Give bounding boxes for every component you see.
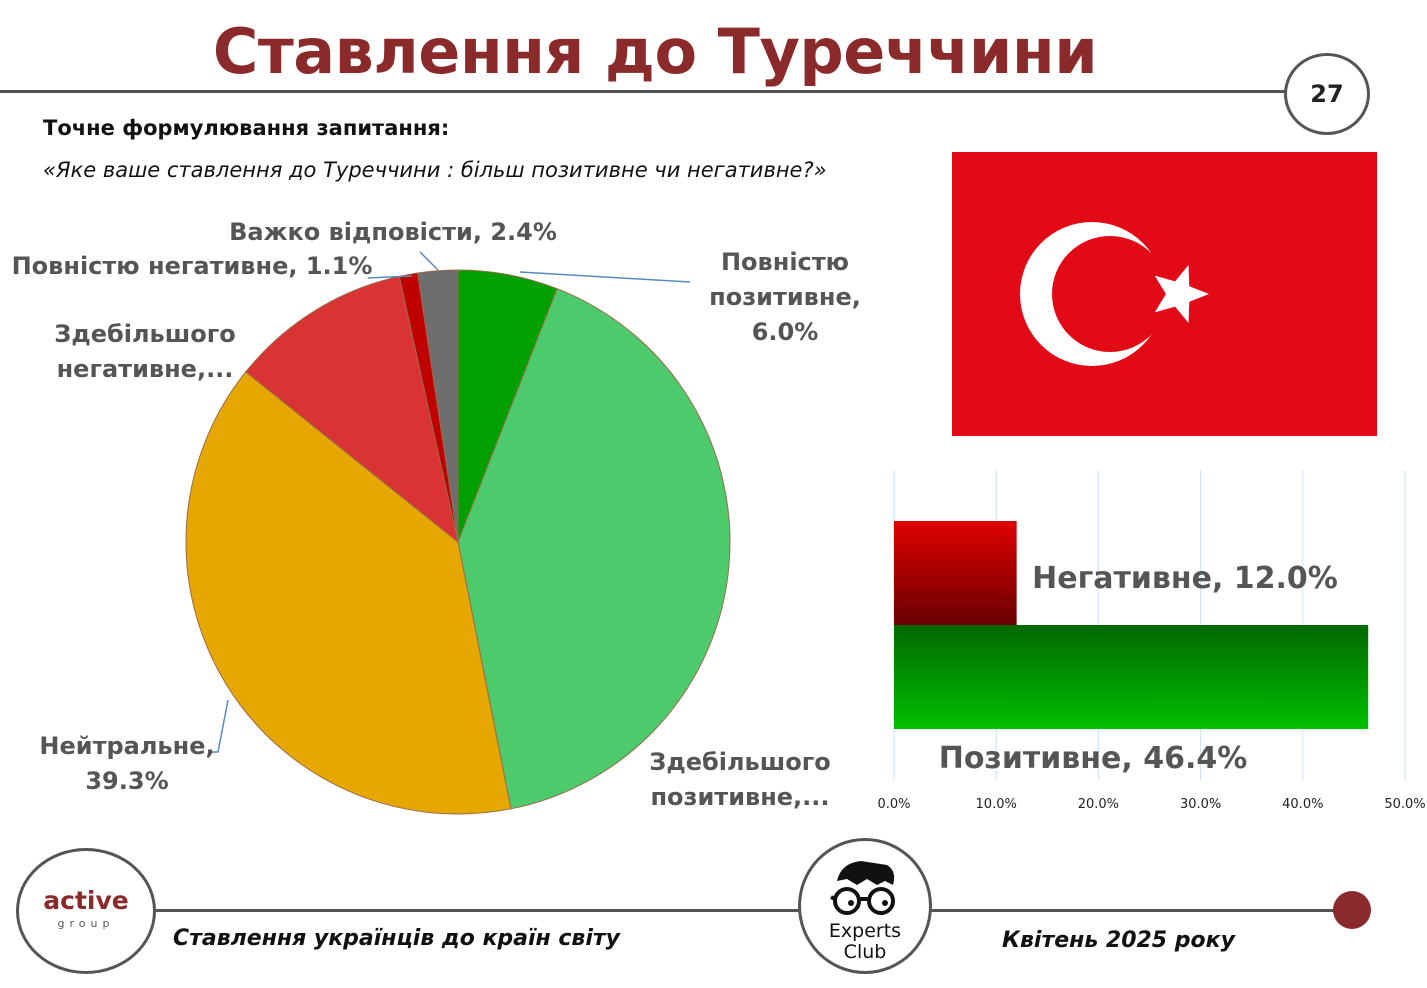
bar-data-label: Негативне, 12.0% bbox=[1032, 561, 1338, 596]
bar-axis-tick-label: 10.0% bbox=[976, 797, 1017, 812]
logo-sub: group bbox=[57, 917, 115, 930]
pie-leader-line bbox=[419, 251, 439, 271]
page-number: 27 bbox=[1310, 80, 1344, 108]
pie-slice-label: Здебільшого негативне,... bbox=[54, 320, 235, 383]
experts-club-logo: Experts Club bbox=[798, 838, 932, 974]
experts-club-text: Experts Club bbox=[801, 921, 929, 963]
bar-data-label: Позитивне, 46.4% bbox=[939, 741, 1248, 776]
pie-slice-label: Повністю позитивне, 6.0% bbox=[709, 248, 861, 346]
question-text: «Яке ваше ставлення до Туреччини : більш… bbox=[43, 158, 827, 182]
flag-crescent-inner bbox=[1052, 236, 1168, 352]
pie-leader-line bbox=[519, 271, 691, 283]
pie-slice bbox=[417, 269, 459, 543]
glasses-face-icon bbox=[830, 861, 895, 915]
bar-negative bbox=[894, 521, 1017, 625]
pie-slice bbox=[185, 371, 512, 815]
experts-line2: Club bbox=[843, 941, 887, 963]
bar-axis-tick-label: 20.0% bbox=[1078, 797, 1119, 812]
pie-slice-label: Повністю негативне, 1.1% bbox=[12, 252, 373, 280]
question-label: Точне формулювання запитання: bbox=[43, 116, 450, 140]
bar-axis-tick-label: 30.0% bbox=[1180, 797, 1221, 812]
bar-chart: 0.0% 10.0% 20.0% 30.0% 40.0% 50.0% Негативне, … bbox=[877, 470, 1426, 812]
turkey-flag-icon bbox=[952, 152, 1377, 436]
page-title: Ставлення до Туреччини bbox=[212, 15, 1098, 88]
pie-leader-line bbox=[367, 275, 413, 279]
active-group-logo: active group bbox=[16, 848, 156, 974]
pie-slice bbox=[457, 288, 731, 810]
bar-axis-tick-label: 40.0% bbox=[1282, 797, 1323, 812]
pie-leader-line bbox=[212, 699, 229, 753]
bar-axis-tick-label: 50.0% bbox=[1384, 797, 1425, 812]
accent-dot bbox=[1333, 891, 1371, 929]
experts-line1: Experts bbox=[828, 920, 902, 942]
pie-slice-label: Важко відповісти, 2.4% bbox=[229, 218, 557, 246]
survey-title: Ставлення українців до країн світу bbox=[173, 926, 620, 951]
bar-axis-tick-label: 0.0% bbox=[877, 797, 910, 812]
pie-slice-label: Здебільшого позитивне,... bbox=[649, 748, 830, 811]
pie-chart: Повністю позитивне, 6.0% Здебільшого позитив… bbox=[12, 218, 861, 815]
survey-date: Квітень 2025 року bbox=[1002, 928, 1235, 953]
footer-divider bbox=[150, 909, 1335, 912]
pie-slice bbox=[245, 275, 459, 544]
flag-star-icon bbox=[1154, 265, 1209, 323]
logo-word: active bbox=[43, 886, 129, 915]
pie-slice-label: Нейтральне, 39.3% bbox=[39, 732, 214, 795]
page-number-badge: 27 bbox=[1284, 53, 1370, 135]
header-divider bbox=[0, 90, 1286, 93]
bar-positive bbox=[894, 625, 1369, 729]
